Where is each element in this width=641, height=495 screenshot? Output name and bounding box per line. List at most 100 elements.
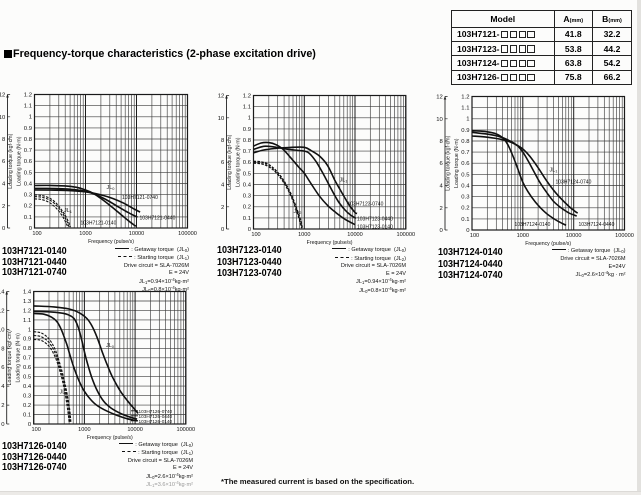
svg-text:1: 1 xyxy=(28,327,31,333)
svg-text:100: 100 xyxy=(32,231,41,237)
svg-text:103H7126-0140: 103H7126-0140 xyxy=(139,419,173,424)
svg-text:0.5: 0.5 xyxy=(243,171,252,177)
svg-text:JL0: JL0 xyxy=(106,343,115,349)
svg-text:100000: 100000 xyxy=(176,427,195,433)
svg-text:10: 10 xyxy=(436,117,443,123)
svg-text:103H7126-0740: 103H7126-0740 xyxy=(139,409,173,414)
svg-text:0.2: 0.2 xyxy=(461,206,469,212)
svg-text:6: 6 xyxy=(1,365,5,371)
svg-text:Loading torque (N·m): Loading torque (N·m) xyxy=(454,138,460,188)
svg-text:103H7123-0440: 103H7123-0440 xyxy=(357,217,393,223)
svg-text:1.2: 1.2 xyxy=(24,92,32,98)
svg-text:0.4: 0.4 xyxy=(23,384,32,390)
svg-text:0.9: 0.9 xyxy=(243,127,251,133)
svg-text:103H7124-0440: 103H7124-0440 xyxy=(579,222,615,228)
svg-text:103H7124-0140: 103H7124-0140 xyxy=(515,222,551,228)
svg-text:0.5: 0.5 xyxy=(24,170,33,176)
svg-text:4: 4 xyxy=(440,184,444,190)
svg-text:0.6: 0.6 xyxy=(24,159,33,165)
svg-text:Loading torque (kgf·cm): Loading torque (kgf·cm) xyxy=(8,133,14,188)
svg-text:JL2: JL2 xyxy=(294,209,302,215)
svg-text:JL0: JL0 xyxy=(107,185,116,191)
svg-text:JL1: JL1 xyxy=(340,178,348,184)
svg-text:2: 2 xyxy=(1,403,4,409)
svg-text:14: 14 xyxy=(0,290,5,296)
svg-text:2: 2 xyxy=(440,206,443,212)
svg-text:0.1: 0.1 xyxy=(461,217,469,223)
svg-text:100: 100 xyxy=(470,233,479,239)
svg-text:0.6: 0.6 xyxy=(23,365,32,371)
svg-text:2: 2 xyxy=(221,205,224,211)
svg-text:JL1: JL1 xyxy=(64,208,72,214)
svg-text:0.7: 0.7 xyxy=(24,148,32,154)
svg-text:12: 12 xyxy=(0,308,5,314)
svg-text:0: 0 xyxy=(466,228,470,234)
svg-text:Loading torque (N·m): Loading torque (N·m) xyxy=(235,137,241,187)
svg-text:100000: 100000 xyxy=(396,232,415,238)
svg-text:8: 8 xyxy=(221,138,225,144)
svg-text:103H7121-0140: 103H7121-0140 xyxy=(81,221,117,227)
svg-text:0.5: 0.5 xyxy=(23,375,32,381)
svg-text:0.9: 0.9 xyxy=(461,128,469,134)
svg-text:0: 0 xyxy=(248,227,252,233)
svg-text:0: 0 xyxy=(28,422,32,428)
svg-text:0.1: 0.1 xyxy=(243,216,251,222)
svg-text:JL1: JL1 xyxy=(550,168,558,174)
svg-text:0.9: 0.9 xyxy=(24,126,32,132)
svg-text:0: 0 xyxy=(2,226,6,232)
svg-text:0.6: 0.6 xyxy=(461,161,470,167)
svg-text:4: 4 xyxy=(2,182,6,188)
svg-text:0.7: 0.7 xyxy=(23,356,31,362)
svg-text:1000: 1000 xyxy=(517,233,529,239)
svg-text:Loading torque (N·m): Loading torque (N·m) xyxy=(16,333,22,383)
svg-text:1.2: 1.2 xyxy=(23,308,31,314)
svg-text:Loading torque (kgf·cm): Loading torque (kgf·cm) xyxy=(446,135,452,190)
svg-text:1.3: 1.3 xyxy=(23,299,32,305)
svg-text:0.1: 0.1 xyxy=(23,412,31,418)
svg-text:1000: 1000 xyxy=(78,427,90,433)
svg-text:4: 4 xyxy=(1,384,5,390)
svg-text:Frequency (pulse/s): Frequency (pulse/s) xyxy=(87,435,133,441)
svg-text:12: 12 xyxy=(0,93,5,99)
svg-text:100000: 100000 xyxy=(178,231,197,237)
svg-text:1.1: 1.1 xyxy=(243,105,251,111)
svg-text:1.1: 1.1 xyxy=(23,318,31,324)
svg-text:103H7123-0740: 103H7123-0740 xyxy=(348,202,384,208)
svg-text:0.2: 0.2 xyxy=(23,403,31,409)
svg-text:1.4: 1.4 xyxy=(23,289,32,295)
svg-text:0.4: 0.4 xyxy=(243,182,252,188)
svg-text:12: 12 xyxy=(436,95,443,101)
svg-text:6: 6 xyxy=(221,160,225,166)
svg-text:103H7123-0140: 103H7123-0140 xyxy=(357,225,393,231)
svg-text:1000: 1000 xyxy=(79,231,91,237)
svg-text:0.3: 0.3 xyxy=(461,195,470,201)
svg-text:103H7124-0740: 103H7124-0740 xyxy=(556,180,592,186)
svg-text:Loading torque (N·m): Loading torque (N·m) xyxy=(16,136,22,186)
svg-text:10000: 10000 xyxy=(127,427,143,433)
svg-text:Frequency (pulse/s): Frequency (pulse/s) xyxy=(88,239,134,245)
svg-text:0.8: 0.8 xyxy=(461,139,470,145)
svg-text:1000: 1000 xyxy=(298,232,310,238)
svg-text:0.3: 0.3 xyxy=(23,394,32,400)
svg-text:0.2: 0.2 xyxy=(243,205,251,211)
svg-text:103H7126-0440: 103H7126-0440 xyxy=(139,414,173,419)
svg-text:0: 0 xyxy=(440,228,444,234)
svg-text:JL1: JL1 xyxy=(60,390,68,396)
svg-text:10: 10 xyxy=(0,327,5,333)
svg-text:10000: 10000 xyxy=(129,231,145,237)
svg-text:0: 0 xyxy=(1,422,5,428)
svg-text:1.1: 1.1 xyxy=(461,106,469,112)
svg-text:0.4: 0.4 xyxy=(461,183,470,189)
svg-text:8: 8 xyxy=(1,346,5,352)
svg-text:0.8: 0.8 xyxy=(23,346,32,352)
svg-text:0.1: 0.1 xyxy=(24,215,32,221)
svg-text:10000: 10000 xyxy=(347,232,363,238)
svg-text:10: 10 xyxy=(218,116,225,122)
svg-text:1.1: 1.1 xyxy=(24,104,32,110)
svg-text:100: 100 xyxy=(251,232,260,238)
svg-text:1: 1 xyxy=(466,117,469,123)
svg-text:0: 0 xyxy=(29,226,33,232)
svg-text:12: 12 xyxy=(218,94,225,100)
svg-text:0.2: 0.2 xyxy=(24,204,32,210)
svg-text:0.3: 0.3 xyxy=(24,193,33,199)
